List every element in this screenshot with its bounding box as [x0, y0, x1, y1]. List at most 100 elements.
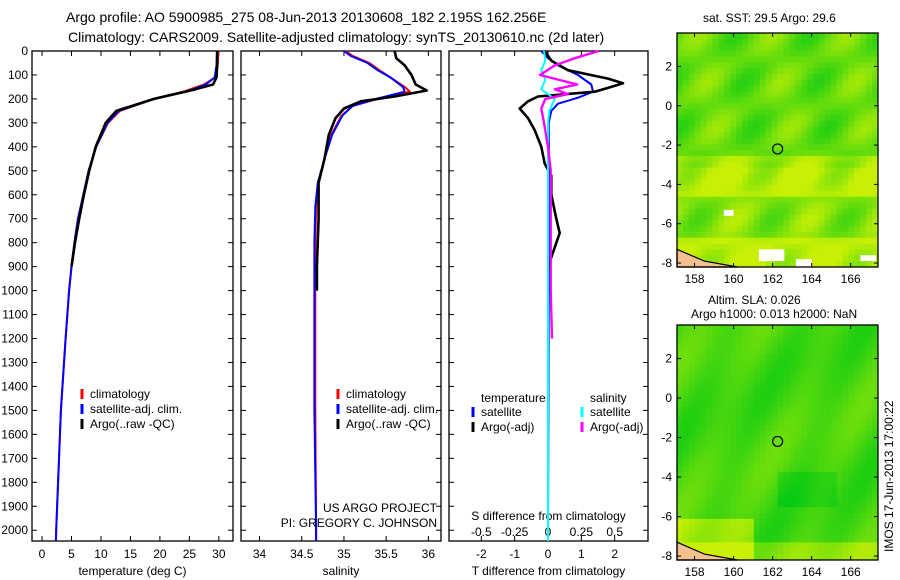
map-cell: [700, 155, 708, 163]
map-cell: [747, 495, 755, 502]
map-cell: [812, 73, 820, 81]
map-cell: [753, 237, 761, 245]
map-cell: [789, 155, 796, 163]
map-cell: [688, 120, 696, 128]
map-cell: [736, 454, 743, 461]
map-cell: [765, 442, 773, 449]
map-cell: [818, 448, 826, 455]
map-cell: [712, 161, 719, 169]
map-cell: [694, 489, 702, 496]
map-cell: [759, 554, 767, 561]
map-cell: [706, 460, 713, 467]
map-cell: [682, 231, 690, 239]
map-cell: [700, 91, 708, 98]
map-cell: [718, 97, 725, 104]
map-cell: [771, 196, 778, 204]
map-cell: [753, 377, 761, 385]
map-cell: [694, 366, 702, 373]
map-cell: [807, 237, 814, 245]
map-cell: [818, 44, 826, 52]
map-cell: [842, 33, 849, 40]
map-cell: [836, 155, 844, 163]
map-cell: [688, 389, 696, 396]
map-cell: [718, 144, 725, 151]
map-cell: [830, 483, 838, 490]
map-cell: [801, 109, 808, 116]
map-cell: [795, 518, 802, 526]
map-cell: [682, 161, 690, 169]
map-cell: [872, 214, 879, 221]
map-cell: [801, 372, 808, 379]
map-cell: [753, 120, 761, 128]
map-cell: [801, 138, 808, 145]
map-cell: [830, 548, 838, 555]
map-cell: [724, 518, 731, 526]
map-cell: [706, 430, 713, 438]
map-cell: [712, 372, 719, 379]
map-cell: [771, 518, 778, 526]
map-cell: [724, 495, 731, 502]
map-cell: [807, 255, 814, 262]
map-cell: [836, 466, 844, 473]
map-cell: [848, 336, 855, 344]
map-cell: [742, 68, 749, 75]
map-cell: [747, 471, 755, 479]
map-cell: [742, 79, 749, 87]
map-cell: [866, 518, 873, 526]
map-cell: [836, 477, 844, 485]
map-cell: [860, 401, 867, 408]
map-x-tick-label: 158: [685, 272, 705, 286]
map-cell: [677, 424, 684, 432]
map-cell: [866, 348, 873, 355]
map-cell: [682, 448, 690, 455]
map-cell: [860, 518, 867, 526]
map-cell: [706, 97, 713, 104]
map-cell: [724, 395, 731, 402]
map-cell: [824, 554, 832, 561]
map-cell: [807, 120, 814, 128]
map-cell: [812, 401, 820, 408]
map-cell: [872, 126, 879, 133]
map-cell: [677, 97, 684, 104]
map-cell: [848, 237, 855, 245]
map-cell: [848, 220, 855, 227]
map-cell: [860, 109, 867, 116]
map-cell: [777, 56, 784, 63]
map-cell: [747, 542, 755, 549]
map-cell: [872, 325, 879, 332]
map-cell: [718, 489, 725, 496]
map-cell: [842, 395, 849, 402]
map-cell: [747, 489, 755, 496]
map-cell: [842, 44, 849, 52]
map-cell: [730, 220, 737, 227]
map-cell: [783, 354, 790, 361]
map-cell: [830, 518, 838, 526]
map-cell: [706, 208, 713, 215]
map-cell: [747, 548, 755, 555]
map-cell: [789, 336, 796, 344]
map-cell: [677, 120, 684, 128]
map-cell: [736, 389, 743, 396]
map-cell: [848, 144, 855, 151]
map-cell: [795, 554, 802, 561]
map-cell: [801, 442, 808, 449]
map-cell: [706, 255, 713, 262]
map-cell: [688, 220, 696, 227]
map-cell: [747, 173, 755, 180]
map-cell: [824, 85, 832, 92]
map-cell: [789, 226, 796, 233]
map-cell: [718, 354, 725, 361]
map-cell: [783, 144, 790, 151]
map-cell: [848, 173, 855, 180]
map-cell: [848, 255, 855, 262]
map-cell: [795, 190, 802, 198]
map-cell: [712, 109, 719, 116]
map-cell: [830, 220, 838, 227]
map-cell: [795, 419, 802, 426]
map-cell: [801, 208, 808, 215]
map-cell: [682, 413, 690, 420]
map-cell: [718, 202, 725, 209]
map-cell: [730, 413, 737, 420]
map-cell: [860, 44, 867, 52]
map-cell: [718, 460, 725, 467]
